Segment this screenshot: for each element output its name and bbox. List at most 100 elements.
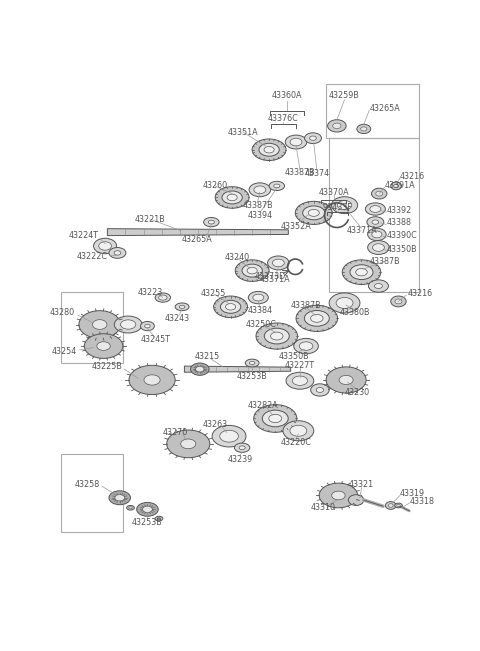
Ellipse shape [129,506,132,509]
Text: 43387B: 43387B [369,257,400,266]
Text: 43250C: 43250C [246,320,277,329]
Ellipse shape [319,483,358,508]
Ellipse shape [348,495,364,505]
Ellipse shape [391,296,406,307]
Ellipse shape [385,502,396,509]
Ellipse shape [129,365,175,395]
Ellipse shape [97,342,110,350]
Ellipse shape [295,201,332,225]
Ellipse shape [242,264,263,277]
Ellipse shape [374,284,383,288]
Ellipse shape [357,124,371,133]
Ellipse shape [350,265,373,279]
Ellipse shape [369,280,388,292]
Ellipse shape [310,136,316,141]
Ellipse shape [328,120,346,132]
Text: 43282A: 43282A [248,401,278,410]
Ellipse shape [267,256,289,270]
Ellipse shape [115,495,125,501]
Text: 43360A: 43360A [272,91,302,100]
Ellipse shape [167,430,210,458]
Text: 43318: 43318 [409,497,434,506]
Ellipse shape [157,518,161,519]
Ellipse shape [109,491,131,505]
Ellipse shape [336,298,353,309]
Ellipse shape [84,334,123,359]
Ellipse shape [245,359,259,367]
Ellipse shape [144,375,160,385]
Text: 43265A: 43265A [181,235,212,244]
Text: 43221B: 43221B [134,215,165,223]
Text: 43259B: 43259B [329,90,360,100]
Ellipse shape [99,242,111,250]
Ellipse shape [269,414,282,422]
Ellipse shape [360,127,367,131]
Ellipse shape [372,220,379,224]
Ellipse shape [372,188,387,199]
Ellipse shape [316,387,324,393]
Ellipse shape [158,295,167,300]
Ellipse shape [269,181,285,191]
Ellipse shape [137,503,158,516]
Ellipse shape [273,259,284,267]
Ellipse shape [109,247,126,258]
Ellipse shape [367,217,384,227]
Ellipse shape [283,421,314,441]
Text: 43391A: 43391A [384,182,415,191]
Text: 43387B: 43387B [242,201,273,210]
Text: 43371A: 43371A [346,226,377,235]
Text: 43230: 43230 [345,388,370,396]
Text: 43243: 43243 [164,314,189,323]
Ellipse shape [191,363,209,376]
Ellipse shape [370,206,381,212]
Ellipse shape [397,505,400,506]
Ellipse shape [342,260,381,284]
Ellipse shape [212,425,246,447]
Text: 43388: 43388 [386,218,411,227]
Ellipse shape [339,376,353,385]
Text: 43350B: 43350B [386,245,417,253]
Text: 43380B: 43380B [340,309,371,318]
Text: 43240: 43240 [224,253,249,262]
Ellipse shape [333,123,341,129]
Ellipse shape [304,311,329,326]
Ellipse shape [259,143,279,156]
Ellipse shape [93,320,107,329]
Ellipse shape [337,201,352,210]
Text: 43387B: 43387B [291,301,322,310]
Ellipse shape [247,268,257,274]
Ellipse shape [248,292,268,304]
Ellipse shape [127,505,134,510]
Ellipse shape [394,184,398,187]
Ellipse shape [332,491,345,500]
Text: 43371A: 43371A [260,275,290,284]
Text: 43374: 43374 [304,169,329,178]
Ellipse shape [214,296,248,318]
Ellipse shape [271,332,283,340]
Text: 43254: 43254 [51,347,77,356]
Ellipse shape [254,186,266,193]
Ellipse shape [296,305,337,331]
Ellipse shape [256,323,298,349]
Ellipse shape [376,191,383,196]
Ellipse shape [143,506,152,512]
Text: 43370A: 43370A [318,187,349,197]
Text: 43319: 43319 [400,490,425,499]
Text: 43224T: 43224T [68,232,98,240]
Text: 43394: 43394 [247,211,273,219]
Text: 43260: 43260 [203,182,228,191]
Ellipse shape [372,243,384,251]
Text: 43384: 43384 [247,306,272,315]
Ellipse shape [304,133,322,144]
Ellipse shape [215,187,249,208]
Text: 43258: 43258 [74,480,100,489]
Text: 43390C: 43390C [386,232,417,240]
Ellipse shape [391,182,402,190]
Text: 43255: 43255 [201,289,227,298]
Text: 43245T: 43245T [140,335,170,344]
Ellipse shape [290,138,302,146]
Ellipse shape [264,328,289,344]
Ellipse shape [204,217,219,227]
Text: 43387B: 43387B [285,167,315,176]
Text: 43216: 43216 [408,289,433,298]
